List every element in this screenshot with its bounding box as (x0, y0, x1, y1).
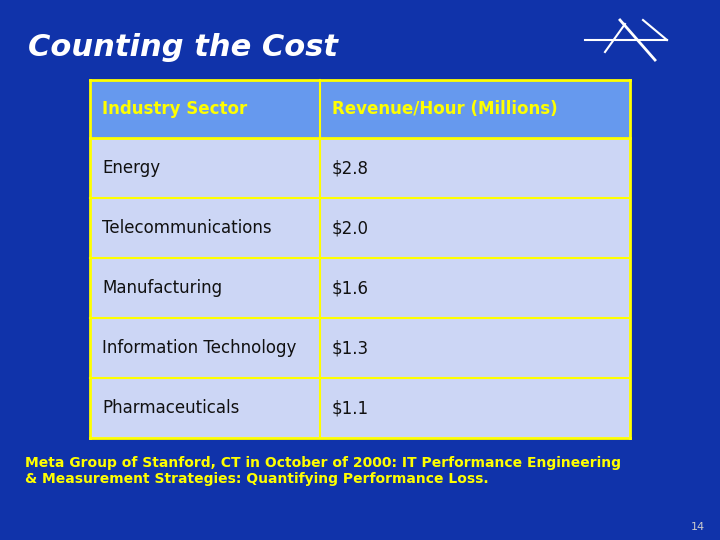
Text: Revenue/Hour (Millions): Revenue/Hour (Millions) (332, 100, 557, 118)
Text: Manufacturing: Manufacturing (102, 279, 222, 297)
Bar (90, 318, 630, 378)
Bar (90, 138, 630, 198)
Text: $1.3: $1.3 (332, 339, 369, 357)
Text: Telecommunications: Telecommunications (102, 219, 271, 237)
Text: 14: 14 (691, 522, 705, 532)
Text: Counting the Cost: Counting the Cost (28, 33, 338, 63)
Bar (90, 378, 630, 438)
Bar (90, 198, 630, 258)
Bar (90, 258, 630, 318)
Text: Meta Group of Stanford, CT in October of 2000: IT Performance Engineering
& Meas: Meta Group of Stanford, CT in October of… (25, 456, 621, 486)
Text: Energy: Energy (102, 159, 160, 177)
Text: $1.1: $1.1 (332, 399, 369, 417)
Text: $2.0: $2.0 (332, 219, 369, 237)
Text: Industry Sector: Industry Sector (102, 100, 247, 118)
Bar (90, 80, 630, 138)
Text: $1.6: $1.6 (332, 279, 369, 297)
Text: Pharmaceuticals: Pharmaceuticals (102, 399, 239, 417)
Text: $2.8: $2.8 (332, 159, 369, 177)
Text: Information Technology: Information Technology (102, 339, 297, 357)
